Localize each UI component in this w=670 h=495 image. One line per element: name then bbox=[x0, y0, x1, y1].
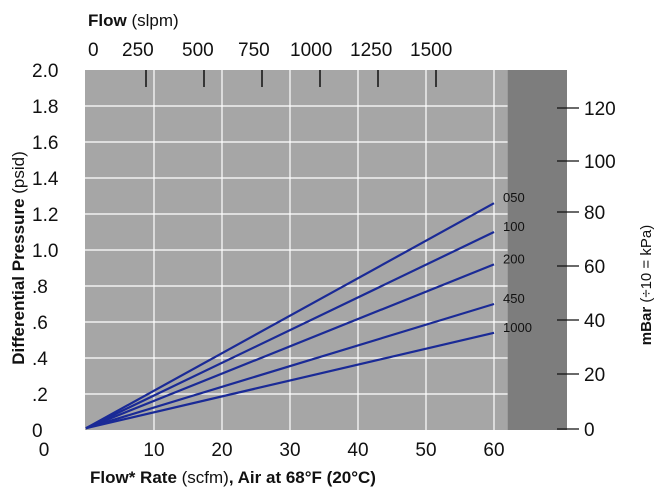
x-axis-title: Flow* Rate (scfm), Air at 68°F (20°C) bbox=[90, 468, 376, 487]
y-tick-label: 1.2 bbox=[32, 205, 58, 226]
series-line-050 bbox=[85, 202, 495, 430]
series-label-100: 100 bbox=[503, 219, 525, 234]
y-tick-label: .4 bbox=[32, 349, 48, 370]
y-tick-label: 1.0 bbox=[32, 241, 58, 262]
right-panel bbox=[507, 70, 567, 430]
y-tick-label: 2.0 bbox=[32, 61, 58, 82]
x-tick-label: 40 bbox=[347, 440, 368, 461]
x-tick-label: 0 bbox=[39, 440, 50, 461]
y-tick-label: .8 bbox=[32, 277, 48, 298]
top-axis-tick-label: 750 bbox=[238, 40, 270, 61]
y-tick-label: 1.4 bbox=[32, 169, 59, 190]
top-axis-tick-label: 1250 bbox=[350, 40, 392, 61]
series-line-450 bbox=[85, 302, 495, 430]
x-tick-label: 50 bbox=[415, 440, 436, 461]
right-axis-title: mBar (÷10 = kPa) bbox=[638, 225, 655, 345]
top-axis-tick-label: 250 bbox=[122, 40, 154, 61]
right-axis-tick-label: 120 bbox=[584, 99, 616, 120]
top-axis-tick-label: 1500 bbox=[410, 40, 452, 61]
series-label-450: 450 bbox=[503, 291, 525, 306]
series-line-100 bbox=[85, 231, 495, 430]
right-axis-tick-label: 60 bbox=[584, 257, 605, 278]
y-axis-title: Differential Pressure (psid) bbox=[9, 151, 28, 365]
right-axis-tick-label: 100 bbox=[584, 152, 616, 173]
top-axis-tick-label: 0 bbox=[88, 40, 99, 61]
y-tick-label: 1.6 bbox=[32, 133, 58, 154]
right-axis-tick-label: 40 bbox=[584, 311, 605, 332]
top-axis-tick-label: 500 bbox=[182, 40, 214, 61]
y-tick-label: .6 bbox=[32, 313, 48, 334]
right-axis-tick-label: 0 bbox=[584, 420, 595, 441]
series-line-1000 bbox=[85, 331, 495, 430]
series-label-200: 200 bbox=[503, 251, 525, 266]
top-axis-tick-label: 1000 bbox=[290, 40, 332, 61]
x-tick-label: 10 bbox=[143, 440, 164, 461]
x-tick-label: 60 bbox=[483, 440, 504, 461]
series-label-1000: 1000 bbox=[503, 320, 532, 335]
y-tick-label: 1.8 bbox=[32, 97, 58, 118]
series-line-200 bbox=[85, 263, 495, 430]
x-tick-label: 30 bbox=[279, 440, 300, 461]
series-label-050: 050 bbox=[503, 190, 525, 205]
top-axis-title: Flow (slpm) bbox=[88, 11, 179, 30]
right-axis-tick-label: 80 bbox=[584, 203, 605, 224]
y-tick-label: .2 bbox=[32, 385, 48, 406]
right-axis-tick-label: 20 bbox=[584, 365, 605, 386]
y-tick-label: 0 bbox=[32, 421, 43, 442]
x-tick-label: 20 bbox=[211, 440, 232, 461]
